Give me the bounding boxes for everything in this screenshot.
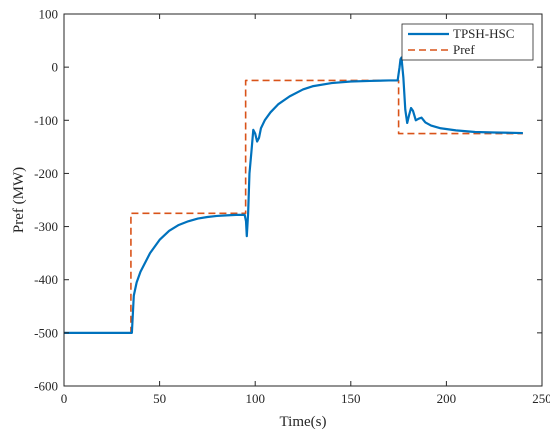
x-tick-label: 200	[437, 391, 457, 406]
x-axis-title: Time(s)	[280, 414, 327, 430]
y-tick-label: -100	[34, 113, 58, 128]
y-tick-label: -600	[34, 379, 58, 394]
legend-label-pref: Pref	[453, 42, 475, 57]
y-tick-label: -200	[34, 166, 58, 181]
plot-background	[64, 14, 542, 386]
series-line-tpsh-hsc	[64, 56, 523, 334]
x-tick-label: 50	[153, 391, 166, 406]
legend-box	[401, 23, 534, 61]
y-tick-label: 100	[39, 7, 59, 22]
plot-frame	[63, 13, 543, 387]
legend: TPSH-HSC Pref	[401, 23, 534, 61]
x-tick-label: 0	[61, 391, 68, 406]
y-tick-label: 0	[52, 60, 59, 75]
y-tick-label: -400	[34, 272, 58, 287]
x-tick-label: 100	[245, 391, 265, 406]
legend-label-tpsh-hsc: TPSH-HSC	[453, 26, 514, 41]
series-layer	[64, 56, 523, 334]
x-tick-label: 150	[341, 391, 361, 406]
series-line-pref	[64, 79, 523, 334]
y-tick-label: -300	[34, 219, 58, 234]
tick-layer: 0 50 100 150 200 250 100 0 -100 -200 -300 -400 -500 -…	[34, 7, 550, 407]
y-tick-label: -500	[34, 325, 58, 340]
y-axis-title: Pref (MW)	[11, 167, 27, 233]
x-tick-label: 250	[532, 391, 550, 406]
